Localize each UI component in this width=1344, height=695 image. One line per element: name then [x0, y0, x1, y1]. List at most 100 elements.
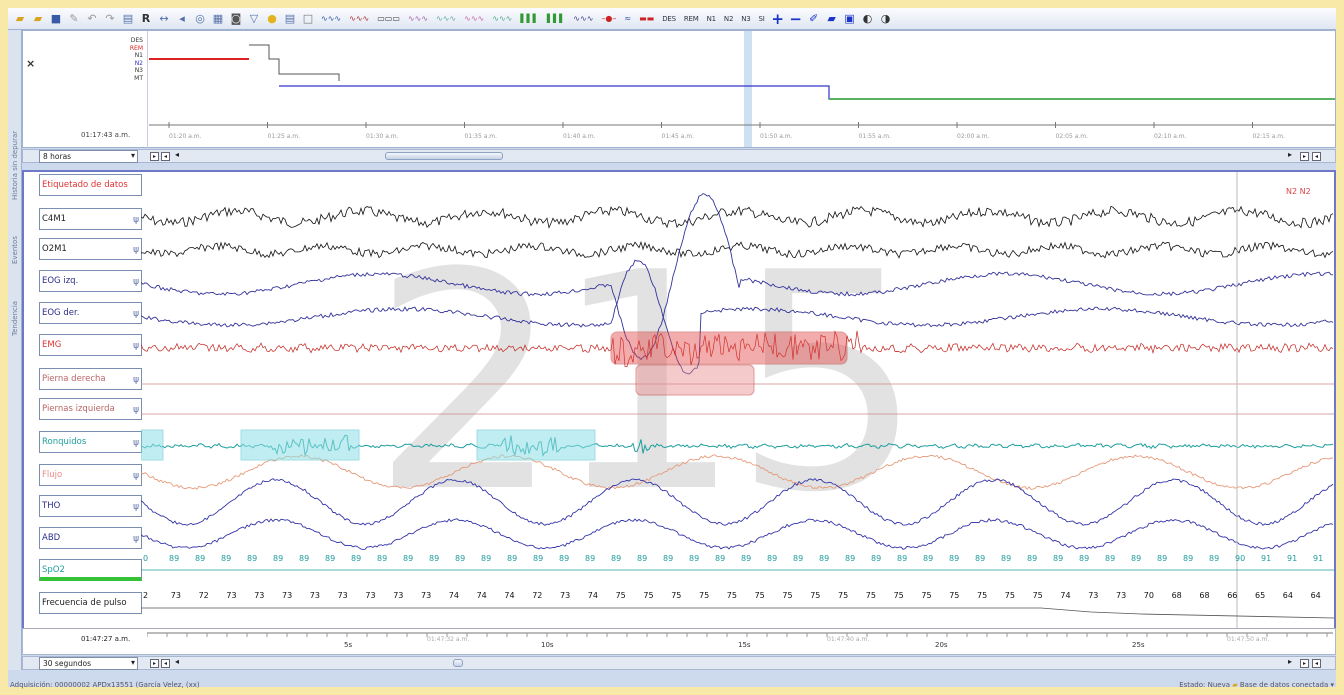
- calibration-icon[interactable]: ψ: [133, 341, 139, 351]
- event-wave-icon-1[interactable]: ∿∿∿: [321, 14, 342, 23]
- channel-label[interactable]: EOG der. ψ: [39, 302, 142, 324]
- tb-des[interactable]: DES: [662, 14, 676, 23]
- nav-last-icon[interactable]: ◂: [1312, 152, 1321, 161]
- table-icon[interactable]: ▤: [284, 12, 296, 25]
- redo-icon[interactable]: ↷: [105, 12, 115, 25]
- hypnogram-plot[interactable]: 01:20 a.m. 01:25 a.m. 01:30 a.m. 01:35 a.m.…: [149, 31, 1335, 147]
- nav-right-icon[interactable]: ▸: [1288, 150, 1293, 159]
- grid-icon[interactable]: ▦: [212, 12, 224, 25]
- open-file-icon[interactable]: ▰: [33, 12, 43, 25]
- state-dropdown[interactable]: Estado: Nueva: [1179, 681, 1231, 689]
- nav-prev-icon[interactable]: ◂: [161, 152, 170, 161]
- tb-n3[interactable]: N3: [741, 14, 751, 23]
- event-band-icon[interactable]: ▬▬: [639, 14, 655, 23]
- camera-icon[interactable]: ◙: [230, 12, 242, 25]
- binoculars-2-icon[interactable]: ◑: [880, 12, 891, 25]
- channel-label[interactable]: Piernas izquierda ψ: [39, 398, 142, 420]
- minus-icon[interactable]: −: [789, 9, 802, 28]
- event-wave-icon-6[interactable]: ∿∿∿: [464, 14, 485, 23]
- event-wave-icon-8[interactable]: ▌▌▌: [520, 14, 539, 23]
- bold-r-icon[interactable]: R: [141, 12, 151, 25]
- tab-historia[interactable]: Historia sin depurar: [11, 130, 19, 200]
- channel-label[interactable]: THO ψ: [39, 495, 142, 517]
- calibration-icon[interactable]: ψ: [133, 375, 139, 385]
- event-wave-icon-9[interactable]: ▌▌▌: [546, 14, 566, 23]
- calibration-icon[interactable]: ψ: [133, 215, 139, 225]
- tb-rem[interactable]: REM: [683, 14, 699, 23]
- edit-icon[interactable]: ✎: [69, 12, 79, 25]
- nav-first-icon[interactable]: ▸: [150, 152, 159, 161]
- calibration-icon[interactable]: ψ: [133, 438, 139, 448]
- nav-next-icon[interactable]: ▸: [1300, 152, 1309, 161]
- open-folder-icon[interactable]: ▰: [15, 12, 25, 25]
- channel-label[interactable]: SpO2: [39, 559, 142, 581]
- epoch-nav-last-icon[interactable]: ◂: [1312, 659, 1321, 668]
- channel-labels: Etiquetado de datos C4M1 ψ O2M1 ψ EOG izq. ψ EO…: [24, 172, 142, 652]
- channel-label[interactable]: Pierna derecha ψ: [39, 368, 142, 390]
- event-dot-icon[interactable]: –●–: [601, 14, 617, 23]
- eraser-icon[interactable]: ▰: [827, 12, 836, 25]
- event-wave-icon-4[interactable]: ∿∿∿: [407, 14, 429, 23]
- arrow-left-icon[interactable]: ◂: [179, 12, 185, 25]
- tb-n1[interactable]: N1: [706, 14, 717, 23]
- pulse-value: 72: [199, 591, 209, 600]
- calibration-icon[interactable]: ψ: [133, 471, 139, 481]
- globe-icon[interactable]: ◎: [195, 12, 205, 25]
- status-right: Estado: Nueva ▰ Base de datos conectada …: [1179, 681, 1334, 689]
- pulse-value: 65: [1255, 591, 1265, 600]
- epoch-nav-left-icon[interactable]: ◂: [175, 657, 180, 666]
- close-icon[interactable]: ×: [26, 57, 36, 70]
- trace-emg: [141, 330, 1334, 367]
- channel-label[interactable]: Ronquidos ψ: [39, 431, 142, 453]
- binoculars-icon[interactable]: ◐: [862, 12, 873, 25]
- calibration-icon[interactable]: ψ: [133, 309, 139, 319]
- trace-tho: [141, 477, 1334, 526]
- event-wave-icon-2[interactable]: ∿∿∿: [349, 14, 370, 23]
- channel-label[interactable]: EOG izq. ψ: [39, 270, 142, 292]
- event-wave-icon-7[interactable]: ∿∿∿: [492, 14, 513, 23]
- event-wave-icon-3[interactable]: ▭▭▭: [377, 14, 400, 23]
- tab-eventos[interactable]: Eventos: [11, 236, 19, 264]
- hypnogram-zoom-select[interactable]: 8 horas: [39, 150, 138, 163]
- bulb-icon[interactable]: ●: [267, 12, 277, 25]
- epoch-scroll-thumb[interactable]: [453, 659, 463, 667]
- epoch-zoom-select[interactable]: 30 segundos: [39, 657, 138, 670]
- filter-icon[interactable]: ▽: [249, 12, 259, 25]
- calibration-icon[interactable]: ψ: [133, 502, 139, 512]
- channel-label[interactable]: EMG ψ: [39, 334, 142, 356]
- hypnogram-scroll-thumb[interactable]: [385, 152, 503, 160]
- calibration-icon[interactable]: ψ: [133, 245, 139, 255]
- calibration-icon[interactable]: ψ: [133, 405, 139, 415]
- calibration-icon[interactable]: ψ: [133, 534, 139, 544]
- channel-label[interactable]: Frecuencia de pulso: [39, 592, 142, 614]
- event-marks-icon[interactable]: ≈: [624, 14, 632, 23]
- epoch-nav-prev-icon[interactable]: ◂: [161, 659, 170, 668]
- undo-icon[interactable]: ↶: [87, 12, 97, 25]
- epoch-nav-right-icon[interactable]: ▸: [1288, 657, 1293, 666]
- square-icon[interactable]: □: [302, 12, 314, 25]
- pen-icon[interactable]: ✐: [809, 12, 819, 25]
- tab-tendencia[interactable]: Tendencia: [11, 300, 19, 336]
- window-icon[interactable]: ▣: [844, 12, 855, 25]
- channel-label[interactable]: Flujo ψ: [39, 464, 142, 486]
- channel-label[interactable]: ABD ψ: [39, 527, 142, 549]
- channel-label[interactable]: O2M1 ψ: [39, 238, 142, 260]
- stage-label: N3: [134, 67, 143, 74]
- signal-traces[interactable]: 215 N2 N2 0 89 89 89 89 89 89 89 89 89 89 89 89 89 89 89 8…: [141, 172, 1334, 652]
- report-icon[interactable]: ▤: [122, 12, 134, 25]
- tb-n2[interactable]: N2: [723, 14, 734, 23]
- epoch-nav-first-icon[interactable]: ▸: [150, 659, 159, 668]
- save-icon[interactable]: ■: [50, 12, 62, 25]
- calibration-icon[interactable]: ψ: [133, 277, 139, 287]
- epoch-nav-next-icon[interactable]: ▸: [1300, 659, 1309, 668]
- database-status[interactable]: Base de datos conectada: [1239, 681, 1329, 689]
- channel-label[interactable]: Etiquetado de datos: [39, 174, 142, 196]
- event-wave-icon-10[interactable]: ∿∿∿: [573, 14, 594, 23]
- plus-icon[interactable]: +: [771, 9, 784, 28]
- tb-si[interactable]: SI: [758, 14, 765, 23]
- nav-left-icon[interactable]: ◂: [175, 150, 180, 159]
- pulse-value: 68: [1199, 591, 1209, 600]
- event-wave-icon-5[interactable]: ∿∿∿: [436, 14, 457, 23]
- channel-label[interactable]: C4M1 ψ: [39, 208, 142, 230]
- measure-icon[interactable]: ↔: [159, 12, 169, 25]
